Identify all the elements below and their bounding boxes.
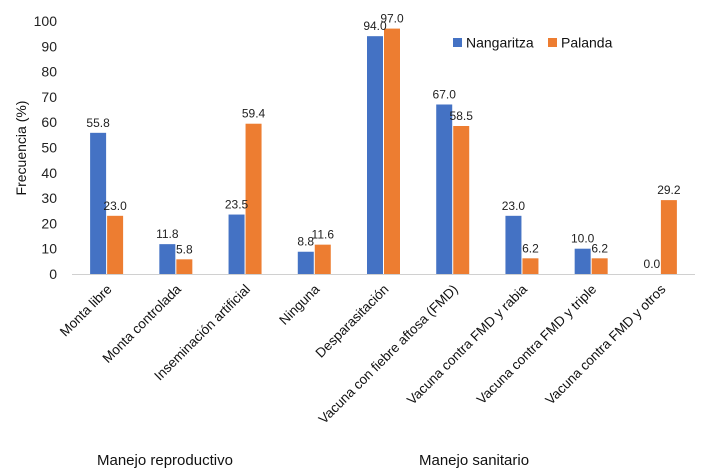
bar-palanda <box>107 215 124 274</box>
bar-palanda <box>176 259 193 274</box>
group-label-sanitary: Manejo sanitario <box>419 452 530 469</box>
data-label-nangaritza: 11.8 <box>156 227 179 241</box>
category-label: Ninguna <box>276 281 323 328</box>
legend: Nangaritza Palanda <box>453 35 613 51</box>
bar-palanda <box>591 258 608 274</box>
bar-palanda <box>245 123 262 274</box>
y-tick-label: 70 <box>41 89 57 105</box>
y-tick-label: 40 <box>41 165 57 181</box>
y-tick-label: 20 <box>41 215 57 231</box>
bar-nangaritza <box>90 132 107 274</box>
y-tick-label: 10 <box>41 241 57 257</box>
category-label: Desparasitación <box>313 282 392 361</box>
y-axis: 0 10 20 30 40 50 60 70 80 90 100 <box>34 13 58 282</box>
bar-palanda <box>522 258 539 274</box>
data-label-palanda: 6.2 <box>591 241 608 255</box>
bar-nangaritza <box>297 251 314 274</box>
data-label-palanda: 5.8 <box>176 242 193 256</box>
data-label-palanda: 59.4 <box>242 107 266 121</box>
legend-label-nangaritza: Nangaritza <box>466 35 534 51</box>
bar-nangaritza <box>228 214 245 274</box>
data-label-nangaritza: 55.8 <box>86 116 110 130</box>
data-label-nangaritza: 23.0 <box>502 199 526 213</box>
y-tick-label: 0 <box>49 266 57 282</box>
bar-nangaritza <box>436 104 453 275</box>
y-tick-label: 80 <box>41 64 57 80</box>
category-label: Vacuna con fiebre aftosa (FMD) <box>316 282 461 427</box>
category-label: Monta libre <box>57 282 115 340</box>
legend-label-palanda: Palanda <box>561 35 613 51</box>
bar-palanda <box>453 125 470 275</box>
legend-swatch-nangaritza <box>453 38 462 47</box>
group-label-reproductive: Manejo reproductivo <box>97 452 233 469</box>
bar-nangaritza <box>159 244 176 274</box>
y-tick-label: 100 <box>34 13 58 29</box>
data-label-palanda: 58.5 <box>450 109 474 123</box>
y-tick-label: 90 <box>41 38 57 54</box>
data-label-nangaritza: 23.5 <box>225 198 249 212</box>
bar-palanda <box>660 200 677 274</box>
category-label: Vacuna contra FMD y otros <box>542 281 668 407</box>
y-tick-label: 50 <box>41 140 57 156</box>
data-label-nangaritza: 10.0 <box>571 232 595 246</box>
data-label-nangaritza: 67.0 <box>433 87 457 101</box>
data-label-palanda: 6.2 <box>522 241 539 255</box>
data-label-palanda: 11.6 <box>312 228 335 242</box>
category-label: Vacuna contra FMD y rabia <box>404 281 530 407</box>
data-label-nangaritza: 8.8 <box>297 235 314 249</box>
data-labels: 55.8 23.0 11.85.8 23.5 59.4 8.811.6 94.097.0 67… <box>86 12 680 271</box>
data-label-palanda: 29.2 <box>657 183 681 197</box>
bars <box>90 28 677 275</box>
bar-nangaritza <box>505 215 522 274</box>
data-label-nangaritza: 94.0 <box>363 19 387 33</box>
data-label-nangaritza: 0.0 <box>644 257 661 271</box>
y-axis-title: Frecuencia (%) <box>13 101 29 196</box>
bar-nangaritza <box>367 36 383 275</box>
y-tick-label: 60 <box>41 114 57 130</box>
bar-nangaritza <box>574 248 591 274</box>
bar-palanda <box>314 244 331 274</box>
data-label-palanda: 97.0 <box>380 12 404 26</box>
bar-palanda <box>384 28 400 275</box>
y-tick-label: 30 <box>41 190 57 206</box>
category-label: Vacuna contra FMD y triple <box>474 282 600 408</box>
legend-swatch-palanda <box>548 38 557 47</box>
data-label-palanda: 23.0 <box>103 199 127 213</box>
